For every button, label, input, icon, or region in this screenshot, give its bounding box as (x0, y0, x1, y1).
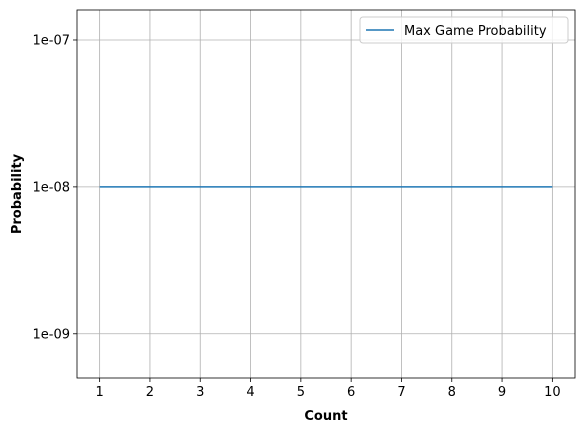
grid (77, 10, 575, 378)
x-axis-label: Count (304, 409, 347, 424)
x-tick-label: 6 (347, 385, 355, 400)
x-axis-ticks: 1 2 3 4 5 6 7 8 9 10 (95, 378, 561, 400)
x-tick-label: 7 (397, 385, 405, 400)
y-tick-label: 1e-08 (32, 180, 70, 195)
x-tick-label: 10 (544, 385, 561, 400)
y-axis-label: Probability (10, 153, 25, 234)
x-tick-label: 8 (448, 385, 456, 400)
y-tick-label: 1e-09 (32, 327, 70, 342)
legend-box (359, 16, 569, 44)
plot-frame (76, 9, 576, 379)
x-tick-label: 4 (246, 385, 254, 400)
x-tick-label: 5 (297, 385, 305, 400)
x-tick-label: 1 (95, 385, 103, 400)
x-tick-label: 9 (498, 385, 506, 400)
y-tick-label: 1e-07 (32, 33, 70, 48)
x-tick-label: 2 (146, 385, 154, 400)
legend-label-max-game-probability: Max Game Probability (404, 24, 547, 39)
legend: Max Game Probability (359, 16, 569, 44)
x-tick-label: 3 (196, 385, 204, 400)
y-axis-ticks: 1e-09 1e-08 1e-07 (32, 33, 77, 342)
